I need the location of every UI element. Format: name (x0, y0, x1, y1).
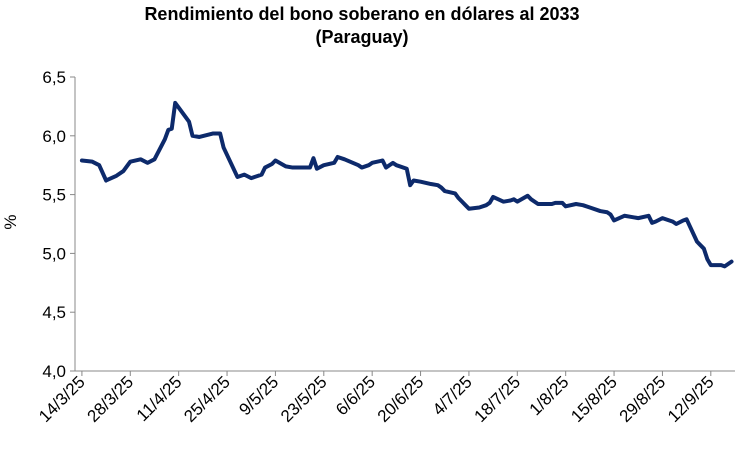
y-axis-label: % (1, 214, 20, 229)
line-series (79, 100, 734, 269)
y-tick-label: 5,0 (42, 244, 66, 263)
x-tick-label: 23/5/25 (277, 372, 331, 426)
x-tick-label: 20/6/25 (374, 372, 428, 426)
x-tick-label: 4/7/25 (429, 372, 476, 419)
x-tick-label: 12/9/25 (664, 372, 718, 426)
x-tick-label: 18/7/25 (471, 372, 525, 426)
y-tick-label: 6,5 (42, 68, 66, 87)
x-tick-label: 1/8/25 (526, 372, 573, 419)
x-tick-label: 9/5/25 (235, 372, 282, 419)
y-tick-label: 4,5 (42, 303, 66, 322)
y-tick-label: 4,0 (42, 362, 66, 381)
y-tick-label: 6,0 (42, 127, 66, 146)
x-tick-label: 6/6/25 (332, 372, 379, 419)
x-tick-label: 25/4/25 (180, 372, 234, 426)
x-tick-label: 29/8/25 (616, 372, 670, 426)
chart-title: Rendimiento del bono soberano en dólares… (144, 4, 579, 24)
x-tick-label: 15/8/25 (567, 372, 621, 426)
x-tick-label: 28/3/25 (84, 372, 138, 426)
x-tick-label: 11/4/25 (133, 372, 186, 425)
chart-subtitle: (Paraguay) (315, 27, 408, 47)
y-tick-label: 5,5 (42, 186, 66, 205)
